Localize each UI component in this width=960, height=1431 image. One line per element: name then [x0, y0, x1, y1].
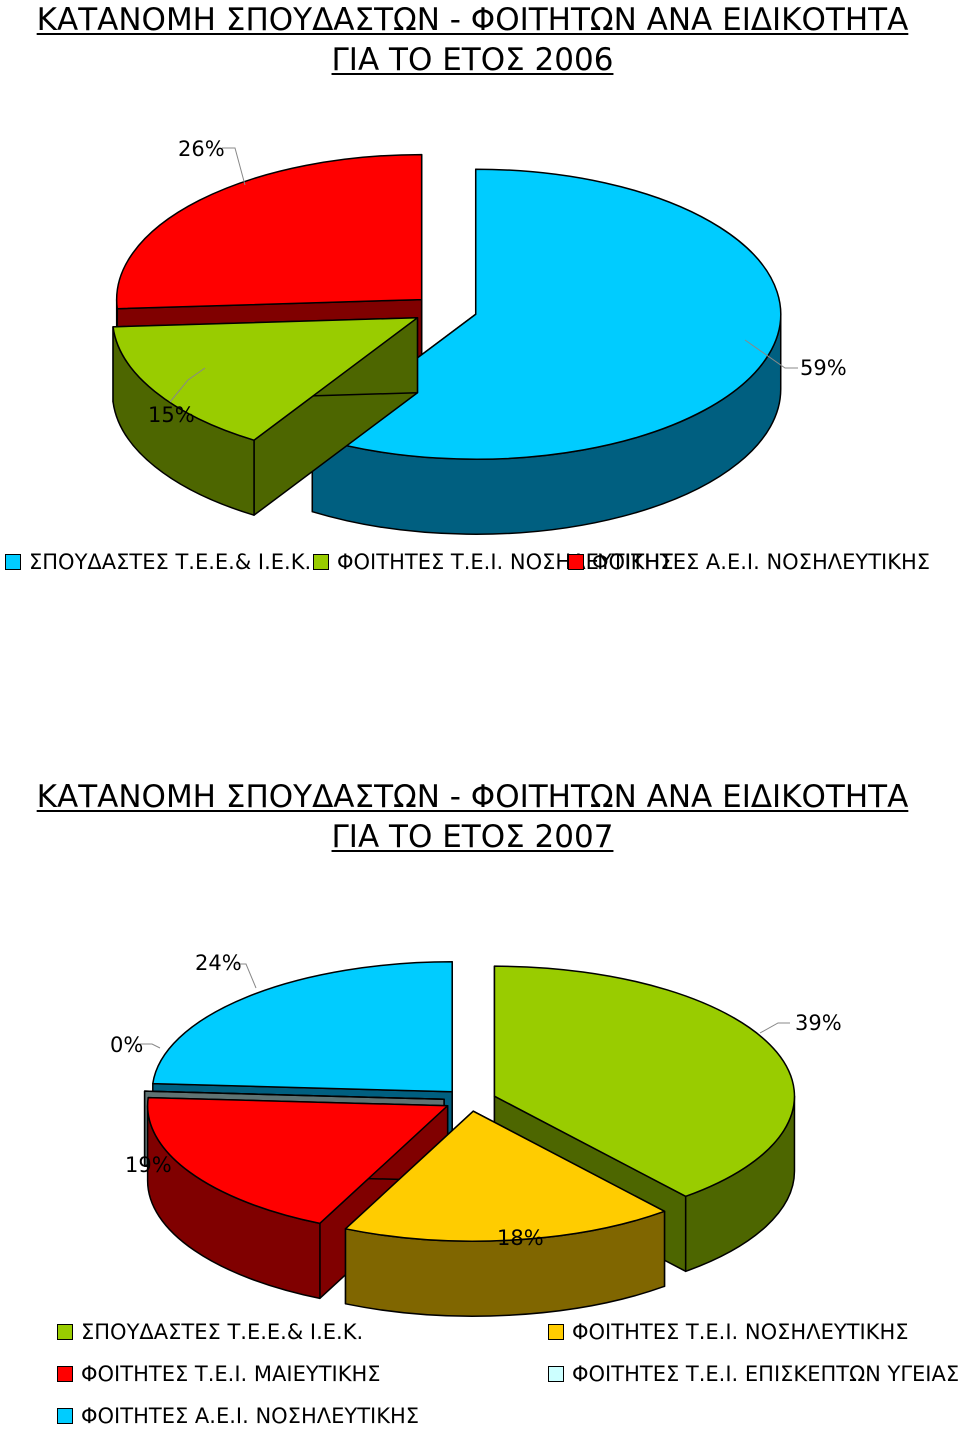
pie-slice-φοιτητες-τ-ε-ι-μαιευτικης: [146, 1096, 449, 1300]
data-label: 15%: [148, 403, 195, 427]
leader-line: [759, 1022, 790, 1034]
data-label: 19%: [125, 1153, 172, 1177]
legend-item: ΦΟΙΤΗΤΕΣ Α.Ε.Ι. ΝΟΣΗΛΕΥΤΙΚΗΣ: [568, 550, 930, 574]
leader-line: [222, 147, 246, 186]
legend-item: ΣΠΟΥΔΑΣΤΕΣ Τ.Ε.Ε.& Ι.Ε.Κ.: [5, 550, 311, 574]
pie-slice-φοιτητες-τ-ε-ι-νοσηλευτικης: [112, 316, 419, 516]
legend-item: ΦΟΙΤΗΤΕΣ Τ.Ε.Ι. ΕΠΙΣΚΕΠΤΩΝ ΥΓΕΙΑΣ: [548, 1362, 959, 1386]
chart-title-line: ΚΑΤΑΝΟΜΗ ΣΠΟΥΔΑΣΤΩΝ - ΦΟΙΤΗΤΩΝ ΑΝΑ ΕΙΔΙΚ…: [36, 779, 909, 815]
legend-item: ΦΟΙΤΗΤΕΣ Τ.Ε.Ι. ΝΟΣΗΛΕΥΤΙΚΗΣ: [313, 550, 674, 574]
pie-chart-2006: 59% 15% 26%: [112, 137, 847, 535]
legend-swatch: [548, 1324, 564, 1340]
chart-title-2007: ΚΑΤΑΝΟΜΗ ΣΠΟΥΔΑΣΤΩΝ - ΦΟΙΤΗΤΩΝ ΑΝΑ ΕΙΔΙΚ…: [0, 777, 945, 857]
chart-subtitle-line: ΓΙΑ ΤΟ ΕΤΟΣ 2006: [331, 42, 614, 78]
data-label: 39%: [795, 1011, 842, 1035]
legend-swatch: [57, 1408, 73, 1424]
chart-subtitle-line: ΓΙΑ ΤΟ ΕΤΟΣ 2007: [331, 819, 614, 855]
chart-title-line: ΚΑΤΑΝΟΜΗ ΣΠΟΥΔΑΣΤΩΝ - ΦΟΙΤΗΤΩΝ ΑΝΑ ΕΙΔΙΚ…: [36, 2, 909, 38]
legend-swatch: [5, 554, 21, 570]
leader-line: [236, 963, 257, 989]
legend-swatch: [548, 1366, 564, 1382]
legend-swatch: [57, 1324, 73, 1340]
pie-slice-φοιτητες-τ-ε-ι-νοσηλευτικης: [344, 1110, 666, 1317]
chart-title-2006: ΚΑΤΑΝΟΜΗ ΣΠΟΥΔΑΣΤΩΝ - ΦΟΙΤΗΤΩΝ ΑΝΑ ΕΙΔΙΚ…: [0, 0, 945, 80]
leader-line: [169, 367, 206, 403]
data-label: 0%: [110, 1033, 143, 1057]
legend-item: ΦΟΙΤΗΤΕΣ Τ.Ε.Ι. ΜΑΙΕΥΤΙΚΗΣ: [57, 1362, 381, 1386]
leader-line: [140, 1043, 161, 1049]
pie-chart-2007: 39% 18% 19% 0% 24%: [110, 951, 842, 1317]
slice-top: [493, 965, 796, 1198]
legend-label: ΣΠΟΥΔΑΣΤΕΣ Τ.Ε.Ε.& Ι.Ε.Κ.: [81, 1320, 364, 1344]
legend-label: ΦΟΙΤΗΤΕΣ Τ.Ε.Ι. ΝΟΣΗΛΕΥΤΙΚΗΣ: [337, 550, 674, 574]
legend-item: ΦΟΙΤΗΤΕΣ Α.Ε.Ι. ΝΟΣΗΛΕΥΤΙΚΗΣ: [57, 1404, 419, 1428]
data-label: 18%: [497, 1226, 544, 1250]
legend-2006: ΣΠΟΥΔΑΣΤΕΣ Τ.Ε.Ε.& Ι.Ε.Κ. ΦΟΙΤΗΤΕΣ Τ.Ε.Ι.…: [0, 540, 960, 580]
slice-top: [115, 153, 423, 310]
legend-item: ΦΟΙΤΗΤΕΣ Τ.Ε.Ι. ΝΟΣΗΛΕΥΤΙΚΗΣ: [548, 1320, 909, 1344]
slice-top: [344, 1110, 666, 1242]
pie-slice-σπουδαστες-τ-ε-ε-ι-ε-κ: [311, 168, 782, 535]
legend-swatch: [313, 554, 329, 570]
slice-top: [112, 316, 419, 441]
slice-top: [311, 168, 782, 460]
slice-top: [152, 961, 453, 1093]
legend-label: ΦΟΙΤΗΤΕΣ Α.Ε.Ι. ΝΟΣΗΛΕΥΤΙΚΗΣ: [592, 550, 931, 574]
legend-label: ΦΟΙΤΗΤΕΣ Τ.Ε.Ι. ΕΠΙΣΚΕΠΤΩΝ ΥΓΕΙΑΣ: [572, 1362, 960, 1386]
leader-line: [744, 339, 798, 369]
legend-label: ΦΟΙΤΗΤΕΣ Τ.Ε.Ι. ΝΟΣΗΛΕΥΤΙΚΗΣ: [572, 1320, 909, 1344]
data-label: 26%: [178, 137, 225, 161]
slice-top: [143, 1090, 445, 1101]
legend-item: ΣΠΟΥΔΑΣΤΕΣ Τ.Ε.Ε.& Ι.Ε.Κ.: [57, 1320, 363, 1344]
legend-label: ΦΟΙΤΗΤΕΣ Τ.Ε.Ι. ΜΑΙΕΥΤΙΚΗΣ: [81, 1362, 381, 1386]
legend-swatch: [568, 554, 584, 570]
legend-swatch: [57, 1366, 73, 1382]
slice-top: [146, 1096, 449, 1225]
legend-label: ΣΠΟΥΔΑΣΤΕΣ Τ.Ε.Ε.& Ι.Ε.Κ.: [29, 550, 312, 574]
data-label: 59%: [800, 356, 847, 380]
legend-label: ΦΟΙΤΗΤΕΣ Α.Ε.Ι. ΝΟΣΗΛΕΥΤΙΚΗΣ: [81, 1404, 420, 1428]
data-label: 24%: [195, 951, 242, 975]
legend-2007: ΣΠΟΥΔΑΣΤΕΣ Τ.Ε.Ε.& Ι.Ε.Κ. ΦΟΙΤΗΤΕΣ Τ.Ε.Ι.…: [0, 1315, 960, 1431]
